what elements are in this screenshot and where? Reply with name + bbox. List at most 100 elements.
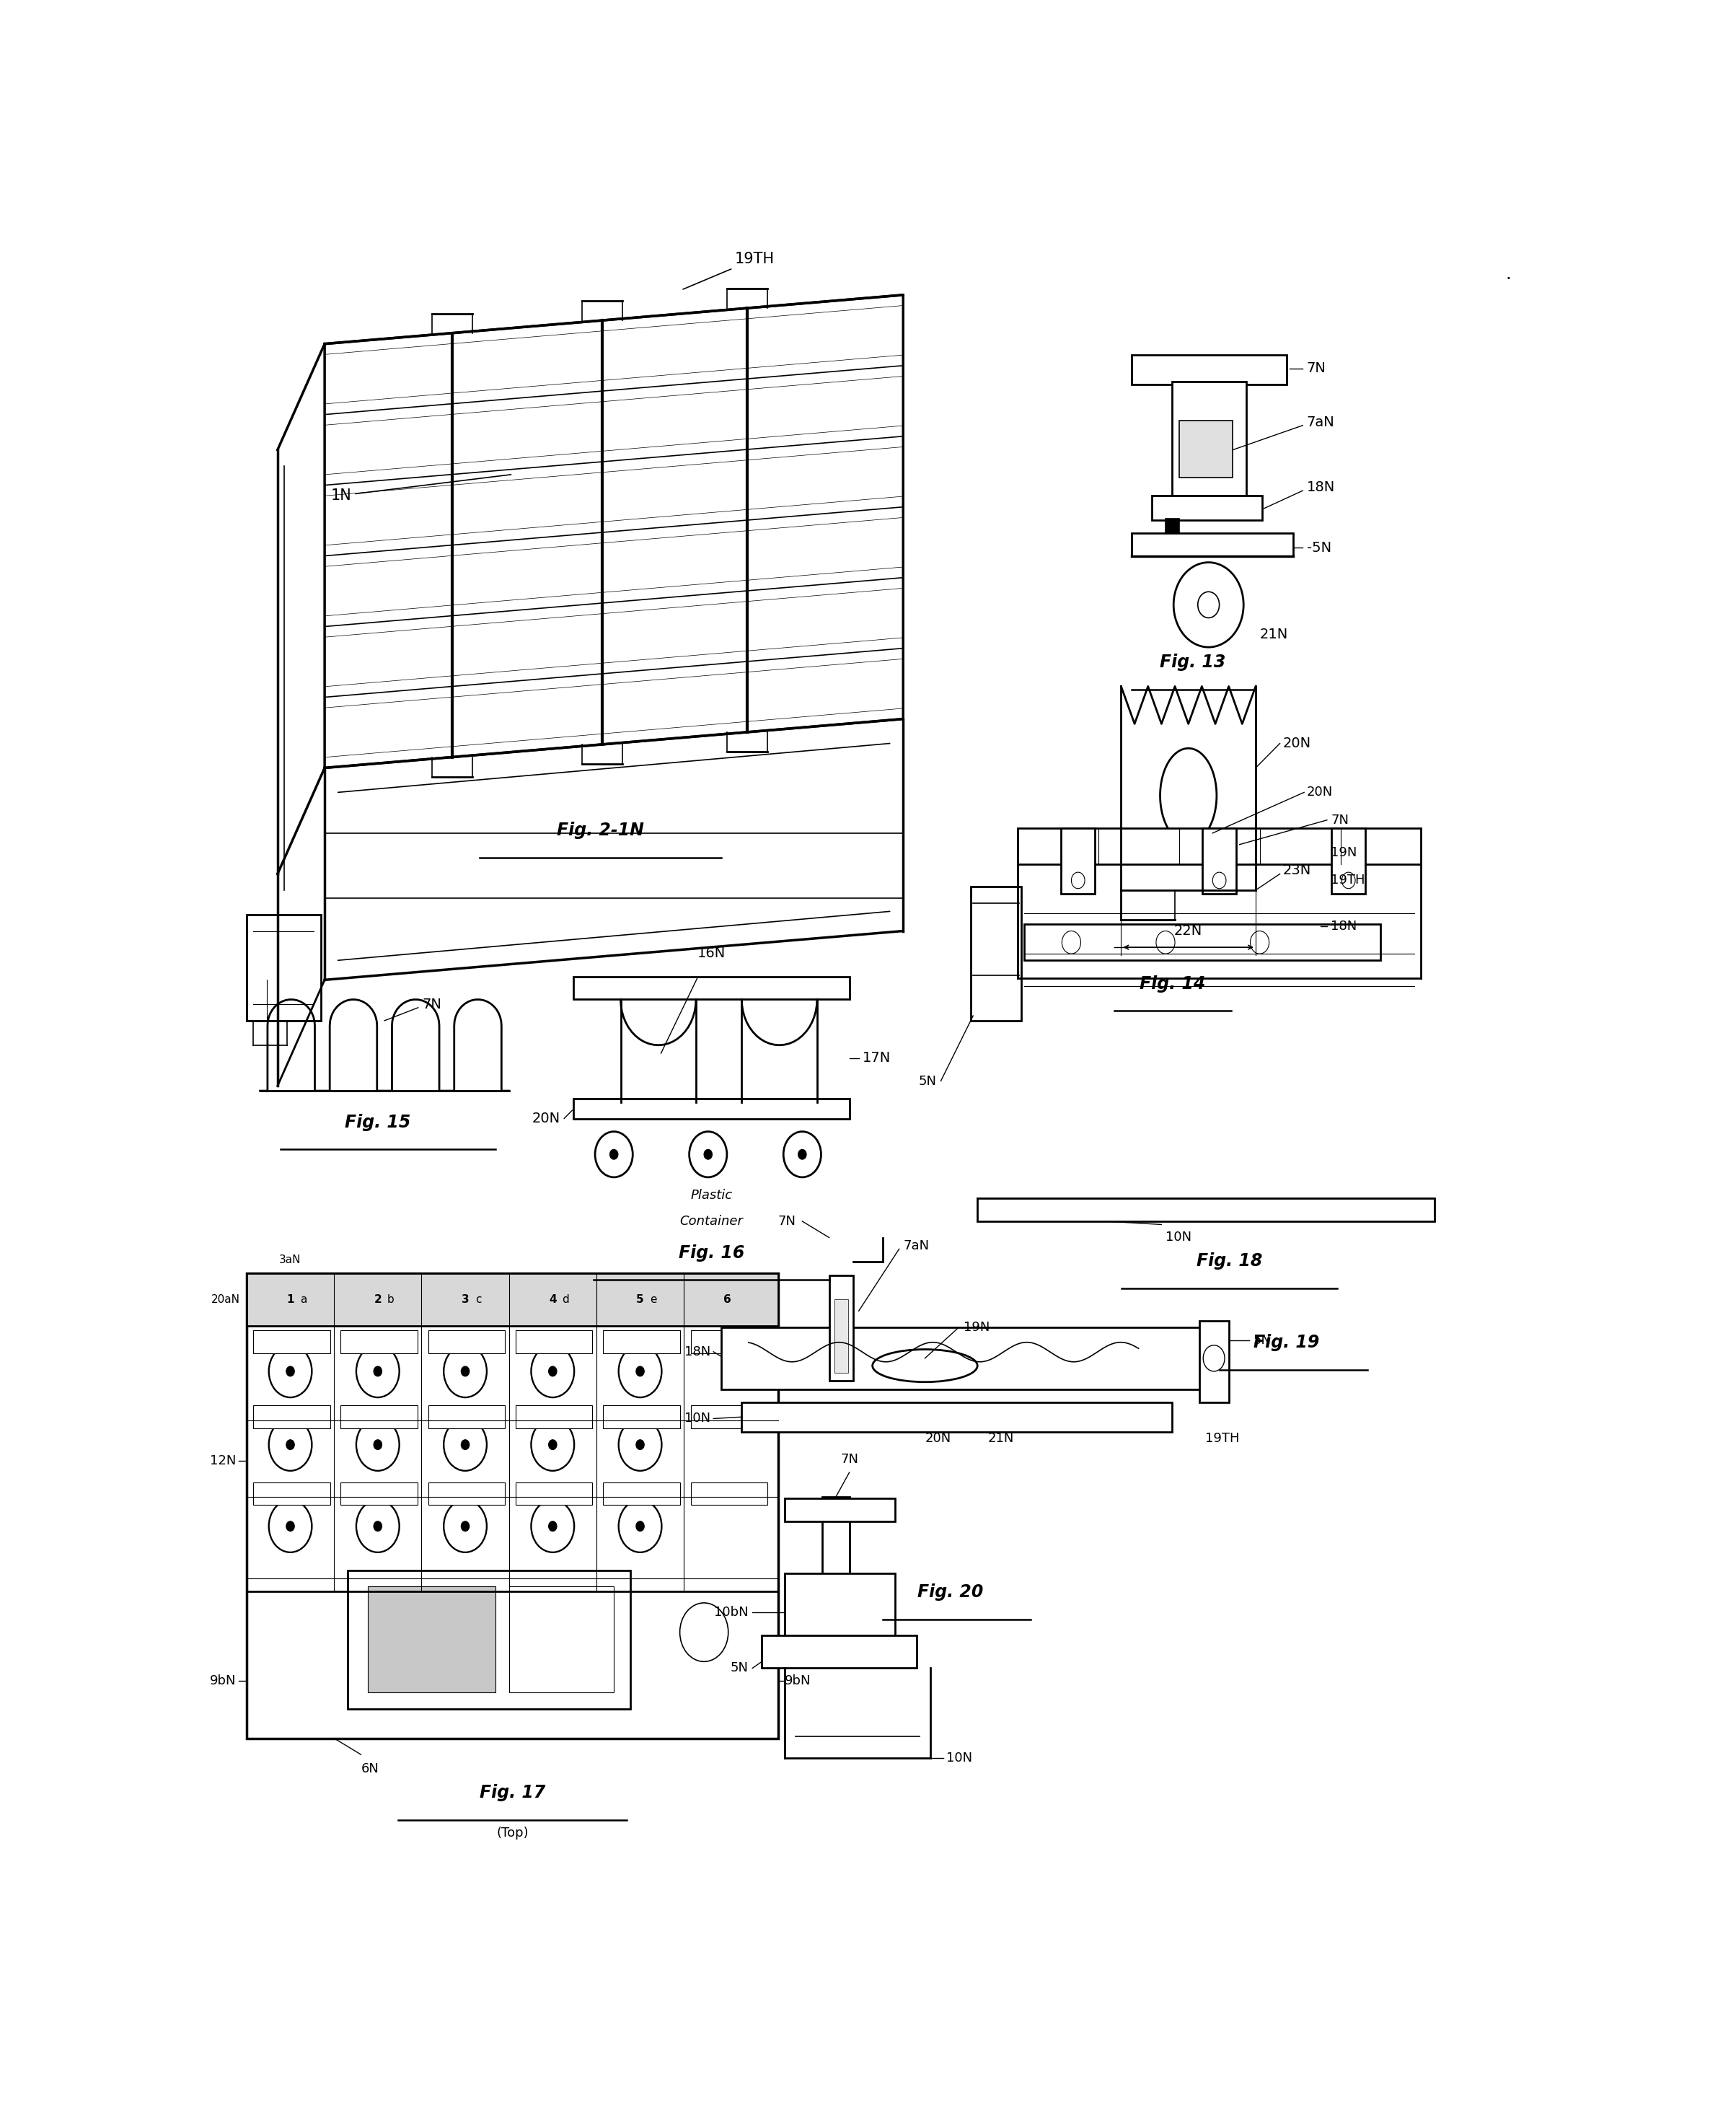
FancyBboxPatch shape [1165, 519, 1179, 536]
Text: 10N: 10N [1165, 1231, 1191, 1243]
Circle shape [462, 1366, 469, 1377]
Text: Fig. 20: Fig. 20 [917, 1584, 983, 1601]
FancyBboxPatch shape [253, 1483, 330, 1506]
FancyBboxPatch shape [602, 1330, 681, 1353]
FancyBboxPatch shape [340, 1483, 417, 1506]
Text: Container: Container [681, 1216, 743, 1228]
FancyBboxPatch shape [247, 915, 321, 1021]
Text: 20N: 20N [1283, 737, 1311, 750]
Text: 9bN: 9bN [210, 1675, 236, 1688]
FancyBboxPatch shape [429, 1330, 505, 1353]
FancyBboxPatch shape [1200, 1322, 1229, 1402]
Text: 12N: 12N [210, 1455, 236, 1468]
Text: 18N: 18N [1332, 919, 1358, 932]
Ellipse shape [1160, 748, 1217, 843]
FancyBboxPatch shape [722, 1328, 1207, 1389]
FancyBboxPatch shape [1172, 381, 1246, 500]
Text: 1: 1 [286, 1294, 293, 1305]
Text: 18N: 18N [684, 1345, 710, 1358]
Text: d: d [562, 1294, 569, 1305]
Circle shape [549, 1440, 557, 1449]
Text: -5N: -5N [1307, 540, 1332, 555]
Text: 5: 5 [637, 1294, 644, 1305]
Circle shape [286, 1366, 295, 1377]
FancyBboxPatch shape [253, 1406, 330, 1428]
Circle shape [462, 1521, 469, 1531]
Text: .: . [1505, 265, 1512, 284]
Text: 16N: 16N [698, 947, 726, 959]
FancyBboxPatch shape [1017, 828, 1422, 864]
FancyBboxPatch shape [1179, 421, 1233, 477]
Text: Fig. 18: Fig. 18 [1196, 1252, 1262, 1269]
FancyBboxPatch shape [741, 1402, 1172, 1432]
Text: 22N: 22N [1174, 923, 1203, 938]
Text: 23N: 23N [1283, 864, 1311, 877]
Text: 7N: 7N [1307, 362, 1326, 375]
Text: 7N: 7N [1332, 813, 1349, 826]
FancyBboxPatch shape [573, 1099, 849, 1118]
Text: 10N: 10N [684, 1413, 710, 1425]
FancyBboxPatch shape [835, 1300, 847, 1372]
Text: Fig. 19: Fig. 19 [1253, 1334, 1319, 1351]
Text: 20aN: 20aN [212, 1294, 240, 1305]
Text: 20N: 20N [1307, 786, 1333, 798]
Text: 7N: 7N [840, 1453, 858, 1466]
Text: 7N: 7N [422, 998, 441, 1010]
FancyBboxPatch shape [516, 1483, 592, 1506]
Text: Fig. 13: Fig. 13 [1160, 654, 1226, 671]
Text: 20N: 20N [531, 1112, 561, 1125]
Circle shape [799, 1150, 806, 1159]
FancyBboxPatch shape [1203, 828, 1236, 894]
Circle shape [373, 1521, 382, 1531]
FancyBboxPatch shape [516, 1406, 592, 1428]
Ellipse shape [873, 1349, 977, 1383]
Circle shape [635, 1521, 644, 1531]
FancyBboxPatch shape [429, 1406, 505, 1428]
Text: 6N: 6N [361, 1762, 378, 1775]
Circle shape [286, 1440, 295, 1449]
Text: 5N: 5N [1253, 1334, 1271, 1347]
FancyBboxPatch shape [247, 1273, 778, 1739]
FancyBboxPatch shape [253, 1330, 330, 1353]
FancyBboxPatch shape [1132, 534, 1293, 555]
FancyBboxPatch shape [573, 976, 849, 1000]
FancyBboxPatch shape [977, 1199, 1434, 1222]
Text: 10bN: 10bN [713, 1605, 748, 1618]
FancyBboxPatch shape [1153, 496, 1262, 521]
FancyBboxPatch shape [429, 1483, 505, 1506]
Circle shape [609, 1150, 618, 1159]
Text: 19N: 19N [963, 1322, 990, 1334]
FancyBboxPatch shape [691, 1330, 767, 1353]
FancyBboxPatch shape [1332, 828, 1364, 894]
FancyBboxPatch shape [691, 1406, 767, 1428]
Circle shape [635, 1366, 644, 1377]
Text: 20N: 20N [925, 1432, 951, 1444]
FancyBboxPatch shape [1024, 923, 1380, 959]
Circle shape [373, 1366, 382, 1377]
FancyBboxPatch shape [785, 1500, 896, 1521]
FancyBboxPatch shape [602, 1483, 681, 1506]
FancyBboxPatch shape [762, 1635, 917, 1669]
Circle shape [549, 1366, 557, 1377]
FancyBboxPatch shape [516, 1330, 592, 1353]
FancyBboxPatch shape [368, 1586, 495, 1692]
Text: Fig. 17: Fig. 17 [479, 1783, 545, 1800]
Circle shape [286, 1521, 295, 1531]
Text: 7aN: 7aN [1307, 415, 1335, 430]
Text: Fig. 15: Fig. 15 [345, 1114, 411, 1131]
FancyBboxPatch shape [1061, 828, 1095, 894]
Text: 1N: 1N [332, 474, 510, 502]
Text: a: a [300, 1294, 307, 1305]
Text: Plastic: Plastic [691, 1188, 733, 1201]
FancyBboxPatch shape [785, 1574, 896, 1635]
Text: 2: 2 [373, 1294, 382, 1305]
Text: 5N: 5N [918, 1074, 937, 1087]
FancyBboxPatch shape [970, 887, 1021, 1021]
Text: b: b [387, 1294, 394, 1305]
Text: 3aN: 3aN [279, 1254, 302, 1264]
Text: (Top): (Top) [496, 1826, 528, 1838]
Text: 6: 6 [724, 1294, 731, 1305]
Text: 7aN: 7aN [903, 1239, 929, 1252]
Circle shape [635, 1440, 644, 1449]
Text: 19TH: 19TH [682, 252, 774, 290]
